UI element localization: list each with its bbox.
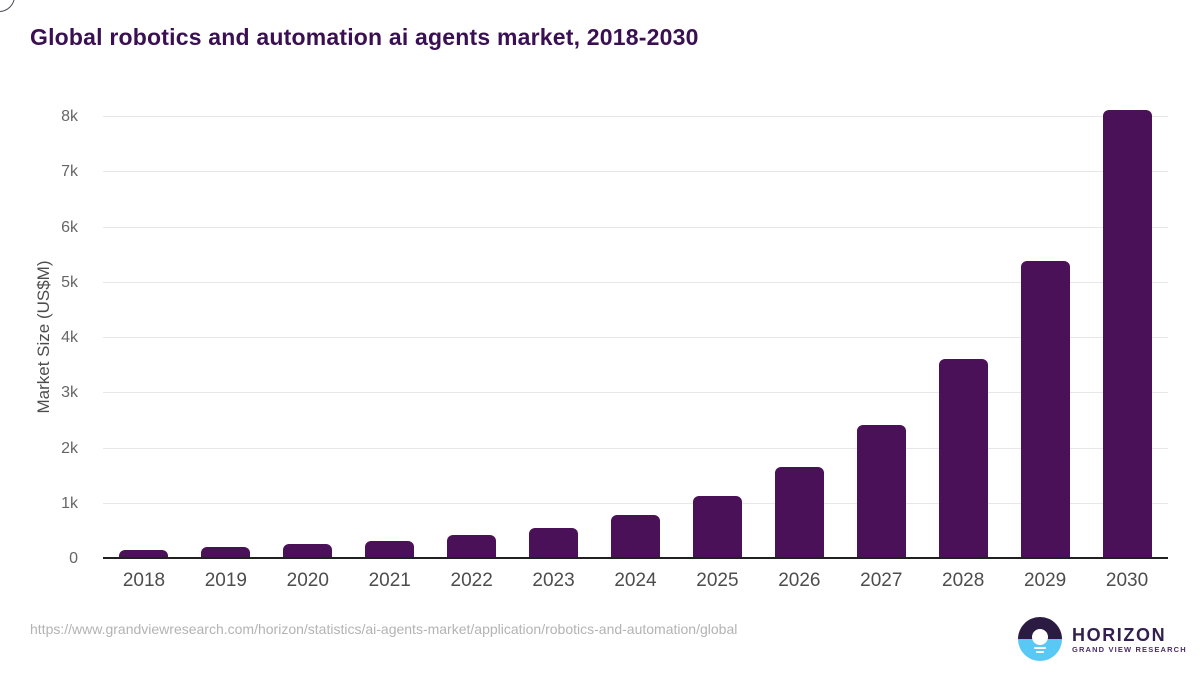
y-tick-label-3k: 3k xyxy=(61,384,78,402)
y-tick-label-8k: 8k xyxy=(61,108,78,125)
y-tick-label-1k: 1k xyxy=(61,494,78,512)
logo-sun-shape xyxy=(1032,629,1048,645)
gridline-7k xyxy=(103,171,1168,173)
bar-2022[interactable] xyxy=(447,535,497,559)
x-tick-label-2019: 2019 xyxy=(204,570,248,591)
horizon-logo-icon xyxy=(1018,617,1062,661)
x-tick-label-2018: 2018 xyxy=(122,570,166,591)
logo-text: HORIZON GRAND VIEW RESEARCH xyxy=(1072,625,1187,654)
bar-2029[interactable] xyxy=(1020,261,1070,559)
gridline-2k xyxy=(103,447,1168,449)
x-tick-label-2029: 2029 xyxy=(1023,570,1067,591)
x-tick-label-2027: 2027 xyxy=(860,570,903,591)
logo-reflection-line xyxy=(1036,651,1044,653)
bar-2026[interactable] xyxy=(774,467,824,559)
logo-name: HORIZON xyxy=(1072,624,1167,645)
gridline-4k xyxy=(103,337,1168,338)
chart-title: Global robotics and automation ai agents… xyxy=(30,24,699,50)
source-url: https://www.grandviewresearch.com/horizo… xyxy=(30,621,738,637)
x-tick-label-2025: 2025 xyxy=(696,570,739,591)
x-tick-label-2028: 2028 xyxy=(942,570,985,591)
gridline-6k xyxy=(103,226,1168,228)
plot-area: 0 1k 2k 3k 4k 5k 6k 7k 8k 2018 2019 2020 2021 2022 202… xyxy=(61,100,1168,591)
y-tick-label-6k: 6k xyxy=(61,218,78,236)
logo-reflection-line xyxy=(1034,647,1046,649)
horizon-logo: HORIZON GRAND VIEW RESEARCH xyxy=(1018,617,1187,661)
bar-2030[interactable] xyxy=(1102,110,1152,559)
x-tick-label-2021: 2021 xyxy=(368,570,411,591)
bar-2025[interactable] xyxy=(692,496,742,559)
y-tick-label-4k: 4k xyxy=(61,329,78,346)
gridline-8k xyxy=(103,116,1168,117)
x-tick-label-2030: 2030 xyxy=(1105,570,1149,591)
x-tick-label-2023: 2023 xyxy=(532,570,575,591)
bar-2023[interactable] xyxy=(529,527,579,559)
x-tick-label-2020: 2020 xyxy=(286,570,329,591)
x-tick-label-2022: 2022 xyxy=(450,570,493,591)
bar-2020[interactable] xyxy=(283,544,333,559)
bar-2018[interactable] xyxy=(119,549,169,559)
bar-2027[interactable] xyxy=(856,424,906,559)
x-tick-label-2026: 2026 xyxy=(778,570,821,591)
logo-subtitle: GRAND VIEW RESEARCH xyxy=(1072,644,1187,654)
page-corner-arc xyxy=(0,0,15,12)
bar-2021[interactable] xyxy=(365,540,415,559)
x-axis-line xyxy=(103,557,1168,559)
bar-2019[interactable] xyxy=(201,547,251,559)
gridline-5k xyxy=(103,281,1168,283)
y-tick-label-7k: 7k xyxy=(61,163,78,181)
gridline-3k xyxy=(103,392,1168,394)
bar-2028[interactable] xyxy=(938,359,988,559)
y-tick-label-0: 0 xyxy=(69,550,78,567)
y-tick-label-5k: 5k xyxy=(61,273,78,291)
gridline-1k xyxy=(103,502,1168,504)
x-tick-label-2024: 2024 xyxy=(614,570,657,591)
bar-2024[interactable] xyxy=(611,515,660,559)
y-tick-label-2k: 2k xyxy=(61,439,78,457)
